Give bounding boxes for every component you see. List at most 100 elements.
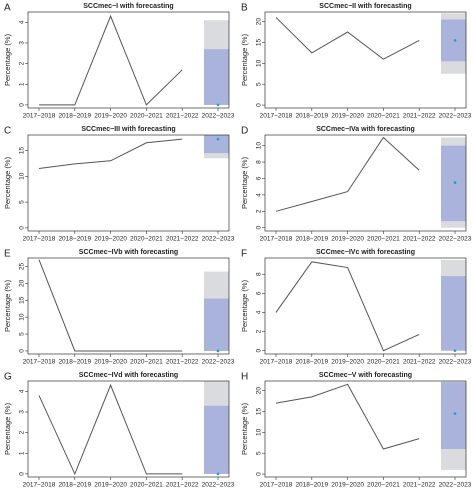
panel-letter: A (4, 3, 11, 14)
x-tick-label: 2018−2019 (295, 236, 328, 243)
panel-title: SCCmec−IVb with forecasting (79, 249, 178, 256)
forecast-interval (204, 405, 229, 474)
forecast-interval (441, 19, 466, 62)
y-tick-label: 2 (19, 430, 26, 434)
panel: G SCCmec−IVd with forecasting Percentage (… (3, 372, 235, 489)
panel-letter: E (4, 249, 11, 260)
forecast-point (216, 137, 220, 141)
y-tick-label: 4 (256, 310, 263, 314)
x-tick-label: 2017−2018 (23, 482, 56, 489)
plot-frame (27, 134, 230, 232)
panel-letter: B (241, 3, 248, 14)
y-tick-label: 5 (256, 451, 263, 455)
x-tick-label: 2022−2023 (202, 482, 235, 489)
panel-letter: G (4, 372, 12, 383)
y-tick-label: 5 (19, 200, 26, 204)
data-line (275, 383, 420, 450)
x-tick-label: 2018−2019 (295, 359, 328, 366)
data-line (275, 261, 420, 352)
x-tick-label: 2022−2023 (202, 113, 235, 120)
y-tick-label: 3 (19, 41, 26, 45)
y-tick-label: 8 (256, 272, 263, 276)
plot-frame (264, 380, 467, 478)
x-tick-label: 2019−2020 (94, 113, 127, 120)
x-tick-label: 2019−2020 (331, 482, 364, 489)
y-tick-label: 2 (19, 61, 26, 65)
x-tick-label: 2022−2023 (439, 482, 472, 489)
x-tick-label: 2022−2023 (439, 113, 472, 120)
panel: C SCCmec−III with forecasting Percentage (… (3, 126, 235, 243)
y-tick-label: 0 (256, 103, 263, 107)
data-line (275, 17, 420, 60)
panel-letter: H (241, 372, 248, 383)
x-tick-label: 2018−2019 (58, 359, 91, 366)
forecast-point (453, 181, 457, 184)
data-line (38, 383, 183, 476)
panel: B SCCmec−II with forecasting Percentage (%… (240, 3, 472, 120)
plot-frame (264, 11, 467, 109)
y-axis-label: Percentage (%) (240, 402, 249, 455)
y-axis-label: Percentage (%) (3, 156, 12, 209)
panel-title: SCCmec−V with forecasting (319, 372, 412, 379)
y-tick-label: 0 (19, 472, 26, 476)
y-tick-label: 0 (19, 103, 26, 107)
plot-frame (264, 134, 467, 232)
y-tick-label: 0 (256, 348, 263, 352)
y-tick-label: 5 (256, 82, 263, 86)
y-tick-label: 2 (256, 329, 263, 333)
x-tick-label: 2019−2020 (331, 236, 364, 243)
x-tick-label: 2020−2021 (367, 113, 400, 120)
panel: F SCCmec−IVc with forecasting Percentage (… (240, 249, 472, 366)
panel-letter: C (4, 126, 11, 137)
x-tick-label: 2022−2023 (439, 359, 472, 366)
y-tick-label: 5 (19, 332, 26, 336)
forecast-interval (441, 382, 466, 450)
y-axis-label: Percentage (%) (240, 33, 249, 86)
x-tick-label: 2022−2023 (439, 236, 472, 243)
forecast-interval (204, 298, 229, 351)
x-tick-label: 2019−2020 (331, 359, 364, 366)
x-tick-label: 2019−2020 (331, 113, 364, 120)
y-tick-label: 4 (256, 193, 263, 197)
x-tick-label: 2017−2018 (23, 236, 56, 243)
x-tick-label: 2019−2020 (94, 359, 127, 366)
data-line (275, 136, 420, 212)
y-tick-label: 10 (256, 59, 263, 67)
y-tick-label: 4 (19, 20, 26, 24)
plot-frame (27, 257, 230, 355)
forecast-interval (204, 49, 229, 105)
y-tick-label: 6 (256, 291, 263, 295)
x-tick-label: 2018−2019 (58, 236, 91, 243)
plot-frame (27, 380, 230, 478)
x-tick-label: 2017−2018 (260, 236, 293, 243)
y-tick-label: 10 (256, 428, 263, 436)
data-line (39, 14, 183, 106)
panel: E SCCmec−IVb with forecasting Percentage (… (3, 249, 235, 366)
x-tick-label: 2021−2022 (166, 359, 199, 366)
x-tick-label: 2020−2021 (367, 482, 400, 489)
x-tick-label: 2017−2018 (260, 113, 293, 120)
x-tick-label: 2021−2022 (403, 359, 436, 366)
forecast-interval (204, 135, 229, 154)
y-tick-label: 15 (19, 296, 26, 304)
x-tick-label: 2017−2018 (23, 359, 56, 366)
forecast-interval (441, 145, 466, 222)
y-tick-label: 20 (256, 18, 263, 26)
x-tick-label: 2020−2021 (367, 359, 400, 366)
y-tick-label: 1 (19, 451, 26, 455)
x-tick-label: 2021−2022 (403, 236, 436, 243)
panel-title: SCCmec−IVc with forecasting (316, 249, 415, 256)
panel-title: SCCmec−I with forecasting (83, 3, 173, 10)
x-tick-label: 2017−2018 (260, 482, 293, 489)
x-tick-label: 2019−2020 (94, 236, 127, 243)
y-tick-label: 3 (19, 410, 26, 414)
x-tick-label: 2021−2022 (403, 113, 436, 120)
y-tick-label: 15 (256, 407, 263, 415)
panel-letter: D (241, 126, 248, 137)
panel: H SCCmec−V with forecasting Percentage (%)… (240, 372, 472, 489)
data-line (38, 259, 183, 352)
y-tick-label: 2 (256, 209, 263, 213)
y-tick-label: 10 (19, 313, 26, 321)
y-tick-label: 4 (19, 389, 26, 393)
